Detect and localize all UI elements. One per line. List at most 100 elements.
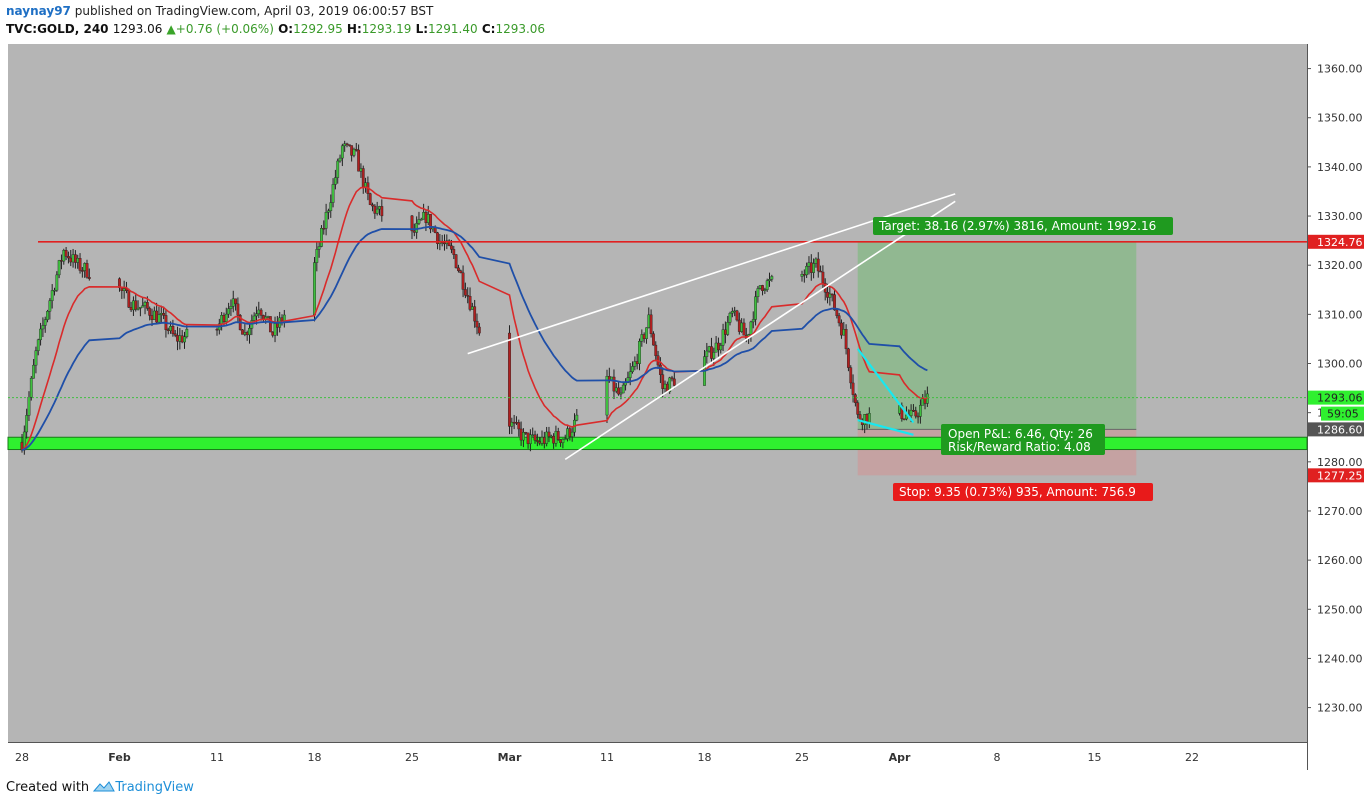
candle-body[interactable] bbox=[749, 321, 753, 335]
candle-body[interactable] bbox=[821, 271, 825, 284]
candle-body[interactable] bbox=[173, 333, 177, 336]
candle-body[interactable] bbox=[340, 145, 344, 159]
candle-body[interactable] bbox=[640, 334, 644, 342]
candle-body[interactable] bbox=[176, 335, 179, 342]
candle-body[interactable] bbox=[740, 322, 744, 332]
candle-body[interactable] bbox=[652, 333, 655, 346]
candle-body[interactable] bbox=[273, 323, 277, 336]
candle-body[interactable] bbox=[53, 289, 56, 292]
candle-body[interactable] bbox=[419, 218, 423, 221]
candle-body[interactable] bbox=[122, 288, 126, 291]
candle-body[interactable] bbox=[120, 287, 124, 291]
candle-body[interactable] bbox=[412, 230, 416, 233]
candle-body[interactable] bbox=[914, 410, 918, 417]
candle-body[interactable] bbox=[628, 371, 632, 378]
candle-body[interactable] bbox=[436, 232, 439, 244]
candle-body[interactable] bbox=[661, 374, 665, 389]
candle-body[interactable] bbox=[183, 336, 186, 343]
candle-body[interactable] bbox=[542, 437, 546, 444]
candle-body[interactable] bbox=[668, 377, 672, 393]
candle-body[interactable] bbox=[524, 432, 528, 434]
candle-body[interactable] bbox=[248, 328, 251, 336]
candle-body[interactable] bbox=[519, 428, 523, 441]
wedge-lower-line[interactable] bbox=[564, 200, 956, 461]
candle-body[interactable] bbox=[336, 160, 340, 178]
candle-body[interactable] bbox=[55, 274, 59, 291]
candle-body[interactable] bbox=[612, 376, 616, 392]
candle-body[interactable] bbox=[46, 311, 49, 320]
cyan-upper-line[interactable] bbox=[856, 348, 915, 424]
candle-body[interactable] bbox=[538, 441, 542, 444]
candle-body[interactable] bbox=[415, 223, 419, 233]
candle-body[interactable] bbox=[638, 341, 641, 364]
candle-body[interactable] bbox=[178, 335, 182, 342]
candle-body[interactable] bbox=[255, 313, 258, 317]
candle-body[interactable] bbox=[605, 376, 609, 416]
candle-body[interactable] bbox=[642, 334, 646, 339]
candle-body[interactable] bbox=[73, 254, 77, 263]
candle-body[interactable] bbox=[41, 325, 45, 330]
target-zone[interactable] bbox=[857, 241, 1137, 430]
candle-body[interactable] bbox=[721, 329, 725, 346]
candle-body[interactable] bbox=[800, 274, 804, 277]
candle-body[interactable] bbox=[78, 258, 82, 271]
candle-body[interactable] bbox=[134, 300, 138, 310]
candle-body[interactable] bbox=[371, 204, 374, 207]
candle-body[interactable] bbox=[477, 326, 481, 334]
candle-body[interactable] bbox=[227, 308, 231, 315]
candle-body[interactable] bbox=[185, 328, 189, 337]
candle-body[interactable] bbox=[473, 306, 477, 322]
candle-body[interactable] bbox=[315, 249, 319, 263]
candle-body[interactable] bbox=[162, 313, 166, 316]
candle-body[interactable] bbox=[624, 382, 627, 386]
candle-body[interactable] bbox=[150, 315, 154, 320]
candle-body[interactable] bbox=[268, 316, 272, 333]
candle-body[interactable] bbox=[561, 438, 565, 443]
candle-body[interactable] bbox=[375, 208, 379, 214]
candle-body[interactable] bbox=[215, 328, 219, 331]
candle-body[interactable] bbox=[756, 288, 760, 297]
candle-body[interactable] bbox=[450, 245, 453, 250]
candle-body[interactable] bbox=[252, 315, 256, 321]
candle-body[interactable] bbox=[528, 434, 532, 444]
candle-body[interactable] bbox=[663, 383, 667, 389]
candle-body[interactable] bbox=[132, 300, 135, 311]
candle-body[interactable] bbox=[69, 257, 73, 263]
candle-body[interactable] bbox=[730, 311, 734, 314]
candle-body[interactable] bbox=[540, 437, 544, 444]
candle-body[interactable] bbox=[833, 294, 836, 311]
candle-body[interactable] bbox=[670, 377, 674, 380]
candle-body[interactable] bbox=[758, 285, 762, 289]
candle-body[interactable] bbox=[145, 302, 149, 309]
candle-body[interactable] bbox=[243, 332, 247, 335]
candle-body[interactable] bbox=[457, 267, 460, 271]
candle-body[interactable] bbox=[329, 202, 333, 212]
candle-body[interactable] bbox=[157, 314, 161, 323]
candle-body[interactable] bbox=[25, 415, 29, 433]
candle-body[interactable] bbox=[468, 296, 472, 310]
candle-body[interactable] bbox=[733, 310, 737, 313]
candle-body[interactable] bbox=[43, 319, 47, 326]
candle-body[interactable] bbox=[352, 148, 356, 156]
candle-body[interactable] bbox=[224, 313, 228, 323]
candle-body[interactable] bbox=[234, 298, 237, 305]
candle-body[interactable] bbox=[380, 206, 384, 217]
candle-body[interactable] bbox=[770, 276, 774, 280]
candle-body[interactable] bbox=[807, 262, 811, 267]
candle-body[interactable] bbox=[805, 266, 809, 276]
candle-body[interactable] bbox=[350, 145, 354, 156]
candle-body[interactable] bbox=[368, 193, 372, 205]
candle-body[interactable] bbox=[849, 367, 853, 384]
candle-body[interactable] bbox=[717, 342, 720, 351]
candle-body[interactable] bbox=[359, 168, 363, 172]
candle-body[interactable] bbox=[62, 250, 66, 262]
candle-body[interactable] bbox=[566, 428, 569, 439]
candle-body[interactable] bbox=[257, 309, 261, 314]
candle-body[interactable] bbox=[814, 258, 818, 264]
candle-body[interactable] bbox=[761, 285, 764, 291]
candle-body[interactable] bbox=[354, 148, 358, 151]
candle-body[interactable] bbox=[422, 212, 426, 220]
candle-body[interactable] bbox=[85, 263, 89, 278]
candle-body[interactable] bbox=[515, 422, 518, 424]
